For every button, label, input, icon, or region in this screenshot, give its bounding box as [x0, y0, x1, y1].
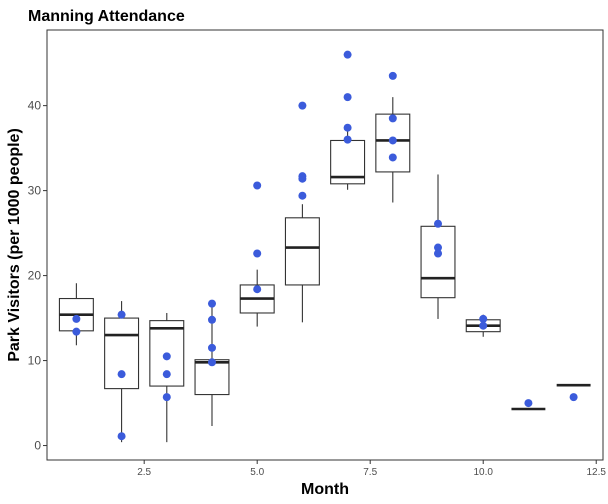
data-point [343, 93, 352, 102]
data-point [343, 123, 352, 132]
data-point [117, 310, 126, 319]
x-tick-label: 2.5 [137, 467, 151, 478]
data-point [298, 174, 307, 183]
data-point [479, 314, 488, 323]
iqr-box [420, 225, 456, 299]
data-point [207, 315, 216, 324]
data-point [524, 399, 533, 408]
y-tick-label: 0 [34, 439, 41, 453]
data-point [207, 358, 216, 367]
data-point [72, 327, 81, 336]
data-point [253, 285, 262, 294]
data-point [388, 71, 397, 80]
y-tick-label: 40 [28, 99, 42, 113]
data-point [298, 191, 307, 200]
box-month-9 [420, 174, 456, 319]
data-point [434, 249, 443, 258]
box-month-1 [58, 283, 94, 346]
iqr-box [284, 217, 320, 286]
x-axis-title: Month [301, 481, 349, 498]
y-tick-label: 20 [28, 269, 42, 283]
data-point [343, 135, 352, 144]
data-point [207, 299, 216, 308]
points-layer [72, 50, 578, 441]
data-point [253, 181, 262, 190]
data-point [117, 432, 126, 441]
data-point [162, 352, 171, 361]
data-point [253, 249, 262, 258]
data-point [434, 243, 443, 252]
x-tick-label: 7.5 [363, 467, 377, 478]
plot-panel [46, 29, 604, 461]
data-point [72, 314, 81, 323]
data-point [569, 393, 578, 402]
box-month-7 [330, 126, 366, 190]
box-month-6 [284, 204, 320, 323]
y-axis: 0 10 20 30 40 [28, 99, 47, 453]
x-tick-label: 12.5 [586, 467, 606, 478]
data-point [298, 101, 307, 110]
x-tick-label: 5.0 [250, 467, 264, 478]
y-tick-label: 30 [28, 184, 42, 198]
data-point [388, 114, 397, 123]
chart-title: Manning Attendance [28, 8, 185, 25]
data-point [162, 370, 171, 379]
y-tick-label: 10 [28, 354, 42, 368]
data-point [388, 153, 397, 162]
data-point [479, 321, 488, 330]
y-axis-title: Park Visitors (per 1000 people) [6, 128, 23, 362]
data-point [207, 343, 216, 352]
data-point [434, 219, 443, 228]
data-point [388, 136, 397, 145]
data-point [117, 370, 126, 379]
x-tick-label: 10.0 [473, 467, 493, 478]
data-point [343, 50, 352, 59]
data-point [162, 393, 171, 402]
x-axis: 2.5 5.0 7.5 10.0 12.5 [137, 460, 606, 478]
